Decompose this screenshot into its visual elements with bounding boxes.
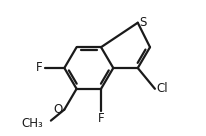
Text: O: O	[53, 103, 62, 116]
Text: F: F	[97, 112, 104, 125]
Text: CH₃: CH₃	[22, 117, 43, 130]
Text: F: F	[36, 61, 43, 75]
Text: Cl: Cl	[156, 82, 167, 95]
Text: S: S	[139, 16, 146, 29]
